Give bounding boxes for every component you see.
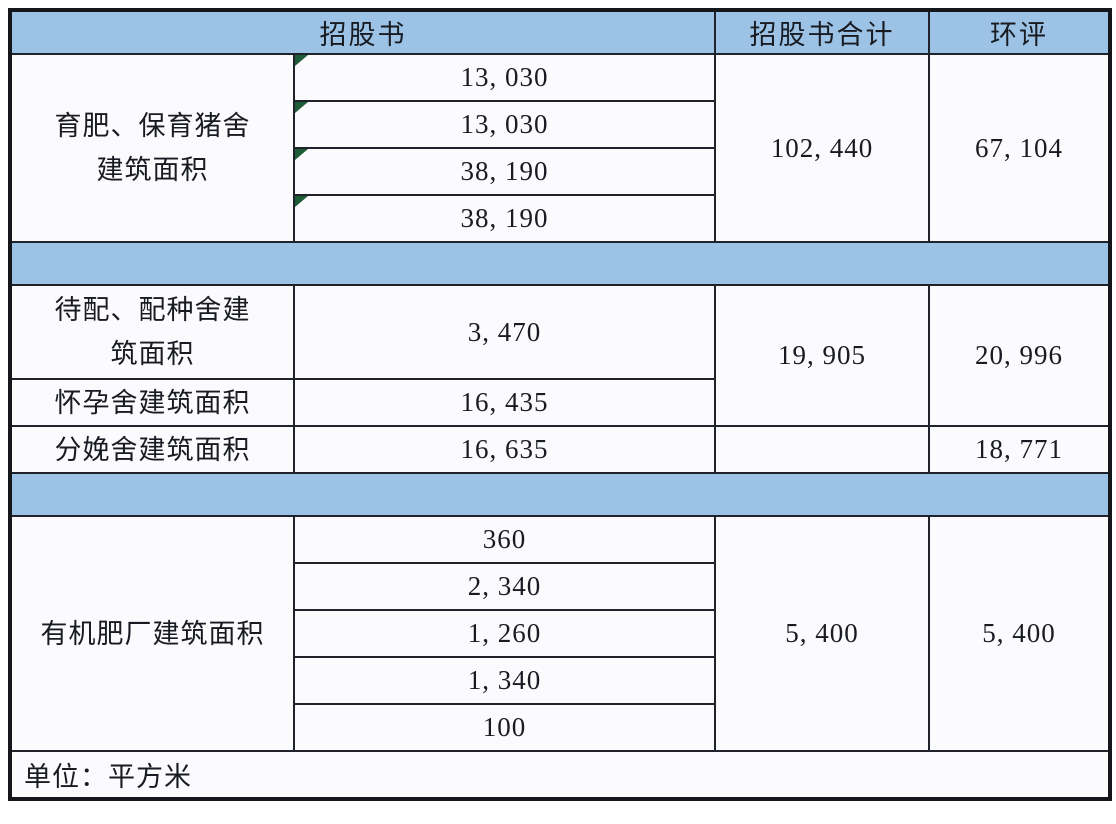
header-cell-eia: 环评: [928, 9, 1111, 55]
table-row: 待配、配种舍建 筑面积 3, 470 19, 905 20, 996: [9, 284, 1111, 427]
separator-band: [9, 472, 1111, 517]
value-cell: 3, 470: [293, 284, 716, 380]
prospectus-total-cell-breeding: 19, 905: [714, 284, 930, 427]
row-label-gestation: 怀孕舍建筑面积: [9, 378, 295, 427]
cell-flag-icon: [296, 103, 308, 113]
row-label-fattening: 育肥、保育猪舍 建筑面积: [9, 53, 295, 243]
value-cell: 16, 635: [293, 425, 716, 474]
table-row: 2, 340: [10, 562, 1110, 611]
row-label-waiting-breeding: 待配、配种舍建 筑面积: [9, 284, 295, 380]
header-row: 招股书 招股书合计 环评: [9, 9, 1111, 55]
row-label-fertilizer: 有机肥厂建筑面积: [9, 515, 295, 752]
table-row: 13, 030: [10, 100, 1110, 149]
eia-cell-farrowing: 18, 771: [928, 425, 1111, 474]
table-row: 分娩舍建筑面积 16, 635 18, 771: [9, 425, 1111, 474]
value-cell: 38, 190: [293, 147, 716, 196]
cell-flag-icon: [296, 150, 308, 160]
unit-note: 单位：平方米: [9, 750, 1111, 800]
cell-flag-icon: [296, 197, 308, 207]
separator-band: [9, 241, 1111, 286]
cell-value: 13, 030: [460, 109, 549, 139]
separator-row: [9, 472, 1111, 517]
prospectus-total-empty-cell: [714, 425, 930, 474]
cell-flag-icon: [296, 56, 308, 66]
table-row: 育肥、保育猪舍 建筑面积 13, 030 102, 440 67, 104: [9, 53, 1111, 243]
table-row: 1, 340: [10, 656, 1110, 705]
value-cell: 100: [293, 703, 716, 752]
eia-cell-fattening: 67, 104: [928, 53, 1111, 243]
prospectus-total-cell-fertilizer: 5, 400: [714, 515, 930, 752]
building-area-table: 招股书 招股书合计 环评 育肥、保育猪舍 建筑面积 13, 030 102, 4…: [8, 8, 1112, 801]
cell-value: 38, 190: [460, 203, 549, 233]
table-row: 38, 190: [10, 194, 1110, 243]
separator-row: [9, 241, 1111, 286]
value-cell: 1, 340: [293, 656, 716, 705]
eia-cell-breeding: 20, 996: [928, 284, 1111, 427]
header-cell-prospectus-total: 招股书合计: [714, 9, 930, 55]
footer-row: 单位：平方米: [9, 750, 1111, 800]
table-row: 有机肥厂建筑面积 360 5, 400 5, 400: [9, 515, 1111, 752]
cell-value: 13, 030: [460, 62, 549, 92]
table-row: 100: [10, 703, 1110, 752]
value-cell: 38, 190: [293, 194, 716, 243]
value-cell: 2, 340: [293, 562, 716, 611]
table-row: 怀孕舍建筑面积 16, 435: [9, 378, 1110, 427]
value-cell: 1, 260: [293, 609, 716, 658]
value-cell: 13, 030: [293, 100, 716, 149]
value-cell: 16, 435: [293, 378, 716, 427]
prospectus-total-cell-fattening: 102, 440: [714, 53, 930, 243]
table-row: 1, 260: [10, 609, 1110, 658]
table-row: 38, 190: [10, 147, 1110, 196]
row-label-farrowing: 分娩舍建筑面积: [9, 425, 295, 474]
value-cell: 13, 030: [293, 53, 716, 102]
value-cell: 360: [293, 515, 716, 564]
eia-cell-fertilizer: 5, 400: [928, 515, 1111, 752]
cell-value: 38, 190: [460, 156, 549, 186]
header-cell-prospectus: 招股书: [9, 9, 716, 55]
